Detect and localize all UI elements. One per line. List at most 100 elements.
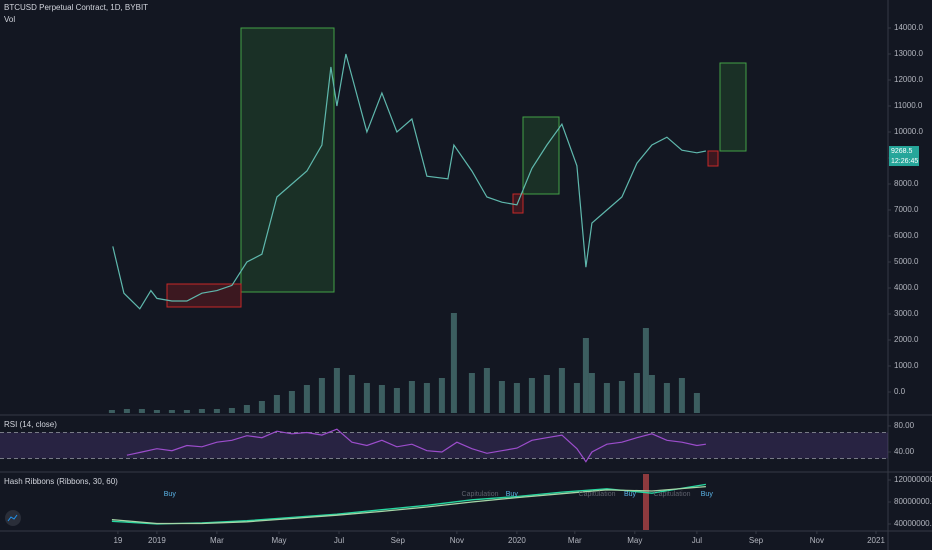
signal-label: Capitulation	[462, 491, 499, 498]
x-tick-label: 2021	[867, 536, 885, 545]
volume-bar	[198, 409, 205, 413]
volume-bar	[258, 401, 265, 413]
green-box	[719, 62, 747, 152]
volume-bar	[393, 388, 400, 413]
y-tick-label: 7000.0	[894, 205, 919, 214]
volume-bar	[588, 373, 595, 413]
volume-bar	[303, 385, 310, 413]
ribbon-line	[111, 483, 707, 525]
y-tick-label: 6000.0	[894, 231, 919, 240]
volume-bar	[573, 383, 580, 413]
volume-bar	[663, 383, 670, 413]
y-tick-label: 4000.0	[894, 283, 919, 292]
volume-bar	[582, 338, 589, 413]
rsi-band	[0, 432, 888, 459]
logo	[5, 510, 21, 526]
y-tick-label: 0.0	[894, 387, 906, 396]
signal-label: Buy	[624, 491, 637, 498]
y-tick-label: 11000.0	[894, 101, 923, 110]
volume-bar	[528, 378, 535, 413]
volume-bar	[618, 381, 625, 413]
signal-label: Buy	[164, 491, 177, 498]
x-tick-label: Jul	[692, 536, 702, 545]
volume-bar	[648, 375, 655, 413]
x-tick-label: May	[627, 536, 642, 545]
hash-title: Hash Ribbons (Ribbons, 30, 60)	[4, 477, 118, 486]
volume-bar	[438, 378, 445, 413]
price-line	[126, 428, 706, 463]
x-tick-label: 2019	[148, 536, 166, 545]
x-tick-label: Nov	[810, 536, 824, 545]
last-price-label: 9268.5	[891, 148, 913, 155]
y-tick-label: 3000.0	[894, 309, 919, 318]
volume-bar	[228, 408, 235, 413]
last-price-tag	[889, 146, 919, 157]
volume-bar	[693, 393, 700, 413]
y-tick-label: 12000.0	[894, 75, 923, 84]
signal-label: Buy	[506, 491, 519, 498]
halving-marker	[643, 474, 649, 530]
price-line	[112, 53, 707, 310]
signal-label: Buy	[701, 491, 714, 498]
green-box	[522, 116, 560, 195]
x-tick-label: Sep	[749, 536, 764, 545]
x-tick-label: Nov	[450, 536, 464, 545]
volume-bar	[363, 383, 370, 413]
volume-bar	[183, 410, 190, 413]
volume-bar	[642, 328, 649, 413]
x-tick-label: Mar	[568, 536, 582, 545]
chart-title: BTCUSD Perpetual Contract, 1D, BYBIT	[4, 3, 148, 12]
volume-bar	[108, 410, 115, 413]
volume-bar	[513, 383, 520, 413]
y-tick-label: 13000.0	[894, 49, 923, 58]
y-tick-label: 10000.0	[894, 127, 923, 136]
y-tick-label: 2000.0	[894, 335, 919, 344]
volume-bar	[333, 368, 340, 413]
ribbon-line	[111, 485, 706, 525]
y-tick-label: 80000000.0	[894, 497, 932, 506]
volume-bar	[288, 391, 295, 413]
volume-bar	[123, 409, 130, 413]
x-tick-label: 19	[113, 536, 122, 545]
x-tick-label: Jul	[334, 536, 344, 545]
volume-bar	[153, 410, 160, 413]
volume-bar	[168, 410, 175, 413]
signal-label: Capitulation	[579, 491, 616, 498]
volume-bar	[543, 375, 550, 413]
volume-bar	[483, 368, 490, 413]
countdown-tag	[889, 156, 919, 167]
y-tick-label: 5000.0	[894, 257, 919, 266]
y-tick-label: 14000.0	[894, 23, 923, 32]
volume-bar	[213, 409, 220, 413]
x-tick-label: 2020	[508, 536, 526, 545]
volume-bar	[633, 373, 640, 413]
volume-bar	[468, 373, 475, 413]
volume-title: Vol	[4, 15, 15, 24]
volume-bar	[450, 313, 457, 413]
volume-bar	[348, 375, 355, 413]
countdown-label: 12:26:45	[891, 158, 918, 165]
y-tick-label: 80.00	[894, 421, 915, 430]
volume-bar	[243, 405, 250, 413]
volume-bar	[408, 381, 415, 413]
volume-bar	[558, 368, 565, 413]
x-tick-label: May	[271, 536, 286, 545]
y-tick-label: 40.00	[894, 447, 915, 456]
volume-bar	[423, 383, 430, 413]
y-tick-label: 8000.0	[894, 179, 919, 188]
volume-bar	[603, 383, 610, 413]
signal-label: Capitulation	[654, 491, 691, 498]
x-tick-label: Mar	[210, 536, 224, 545]
volume-bar	[273, 395, 280, 413]
volume-bar	[378, 385, 385, 413]
volume-bar	[138, 409, 145, 413]
volume-bar	[678, 378, 685, 413]
y-tick-label: 40000000.0	[894, 519, 932, 528]
rsi-title: RSI (14, close)	[4, 420, 57, 429]
volume-bar	[318, 378, 325, 413]
x-tick-label: Sep	[391, 536, 406, 545]
red-box	[166, 283, 242, 308]
y-tick-label: 120000000.0	[894, 475, 932, 484]
red-box	[707, 150, 719, 167]
